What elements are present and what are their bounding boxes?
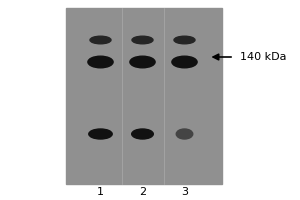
Bar <box>66 8 222 184</box>
Text: 1: 1 <box>97 187 104 197</box>
Text: 3: 3 <box>181 187 188 197</box>
Ellipse shape <box>89 129 112 139</box>
Ellipse shape <box>176 129 193 139</box>
Text: 140 kDa: 140 kDa <box>240 52 286 62</box>
Text: 2: 2 <box>139 187 146 197</box>
Ellipse shape <box>132 129 153 139</box>
Ellipse shape <box>130 56 155 68</box>
Ellipse shape <box>174 36 195 44</box>
Ellipse shape <box>90 36 111 44</box>
Ellipse shape <box>132 36 153 44</box>
Ellipse shape <box>88 56 113 68</box>
Ellipse shape <box>172 56 197 68</box>
